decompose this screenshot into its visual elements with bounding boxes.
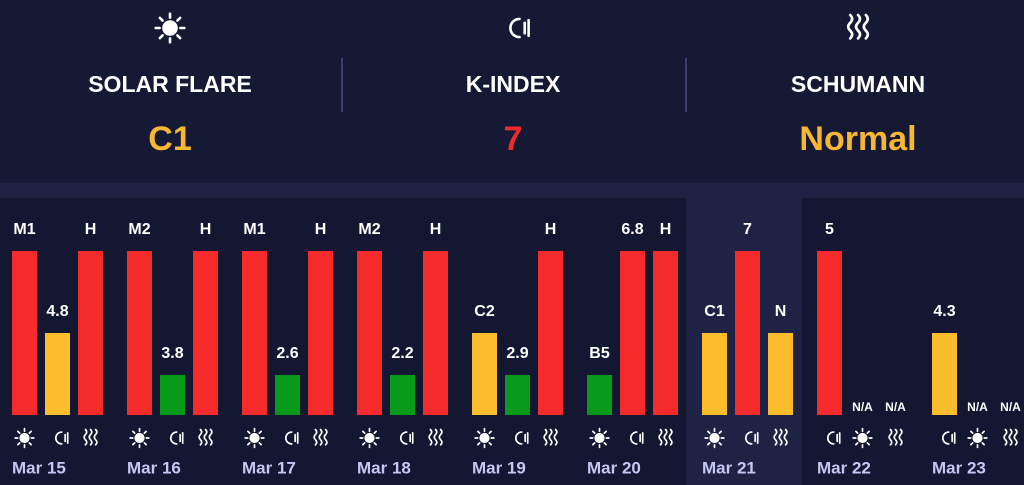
bar bbox=[817, 251, 842, 415]
na-label: N/A bbox=[1000, 400, 1021, 414]
na-label: N/A bbox=[885, 400, 906, 414]
icon-sun bbox=[129, 427, 150, 449]
bar bbox=[390, 375, 415, 415]
bar bbox=[357, 251, 382, 415]
metric-value: Normal bbox=[799, 120, 916, 158]
bar-label: 4.8 bbox=[46, 303, 68, 320]
bar-label: N bbox=[775, 303, 787, 320]
icon-sun bbox=[704, 427, 725, 449]
bar-label: H bbox=[430, 221, 442, 238]
content: SOLAR FLARE C1 K-INDEX 7 SCHUMANN Normal M1 4.8… bbox=[12, 12, 1021, 485]
bar-label: 3.8 bbox=[161, 345, 183, 362]
bar-label: M1 bbox=[243, 221, 265, 238]
bar bbox=[653, 251, 678, 415]
bar bbox=[620, 251, 645, 415]
bar bbox=[275, 375, 300, 415]
na-label: N/A bbox=[967, 400, 988, 414]
bar bbox=[242, 251, 267, 415]
bar-label: 6.8 bbox=[621, 221, 643, 238]
icon-sun bbox=[244, 427, 265, 449]
bar-label: B5 bbox=[589, 345, 610, 362]
history-panel bbox=[0, 198, 692, 485]
date-label: Mar 19 bbox=[472, 458, 526, 477]
bar-label: M1 bbox=[13, 221, 35, 238]
bar bbox=[160, 375, 185, 415]
bar bbox=[768, 333, 793, 415]
bar bbox=[193, 251, 218, 415]
date-label: Mar 17 bbox=[242, 458, 296, 477]
bar-label: 4.3 bbox=[933, 303, 955, 320]
bar bbox=[932, 333, 957, 415]
bar bbox=[423, 251, 448, 415]
bar-label: H bbox=[545, 221, 557, 238]
icon-sun bbox=[852, 427, 873, 449]
date-label: Mar 23 bbox=[932, 458, 986, 477]
date-label: Mar 18 bbox=[357, 458, 411, 477]
bar-label: H bbox=[660, 221, 672, 238]
metric-value: C1 bbox=[148, 120, 191, 158]
bar-label: H bbox=[85, 221, 97, 238]
metric-label: SCHUMANN bbox=[791, 71, 925, 97]
bar-label: 2.6 bbox=[276, 345, 298, 362]
date-label: Mar 21 bbox=[702, 458, 756, 477]
icon-sun bbox=[474, 427, 495, 449]
bar-label: 7 bbox=[743, 221, 752, 238]
bar bbox=[735, 251, 760, 415]
metric-value: 7 bbox=[504, 120, 523, 158]
bar bbox=[127, 251, 152, 415]
na-label: N/A bbox=[852, 400, 873, 414]
bar bbox=[538, 251, 563, 415]
metric-label: SOLAR FLARE bbox=[88, 71, 252, 97]
bar bbox=[587, 375, 612, 415]
bar-label: M2 bbox=[128, 221, 150, 238]
bar bbox=[45, 333, 70, 415]
bar bbox=[78, 251, 103, 415]
bar-label: H bbox=[200, 221, 212, 238]
icon-sun bbox=[359, 427, 380, 449]
icon-sun bbox=[967, 427, 988, 449]
bar-label: H bbox=[315, 221, 327, 238]
bar bbox=[702, 333, 727, 415]
icon-sun bbox=[154, 12, 186, 44]
date-label: Mar 20 bbox=[587, 458, 641, 477]
metric-label: K-INDEX bbox=[466, 71, 561, 97]
bar-label: C2 bbox=[474, 303, 495, 320]
date-label: Mar 22 bbox=[817, 458, 871, 477]
date-label: Mar 16 bbox=[127, 458, 181, 477]
bar-label: 2.9 bbox=[506, 345, 528, 362]
bar bbox=[472, 333, 497, 415]
bar-label: C1 bbox=[704, 303, 725, 320]
bar-label: 2.2 bbox=[391, 345, 413, 362]
bar-label: 5 bbox=[825, 221, 834, 238]
date-label: Mar 15 bbox=[12, 458, 66, 477]
bar-label: M2 bbox=[358, 221, 380, 238]
bar bbox=[12, 251, 37, 415]
bar bbox=[308, 251, 333, 415]
icon-sun bbox=[14, 427, 35, 449]
icon-sun bbox=[589, 427, 610, 449]
bar bbox=[505, 375, 530, 415]
